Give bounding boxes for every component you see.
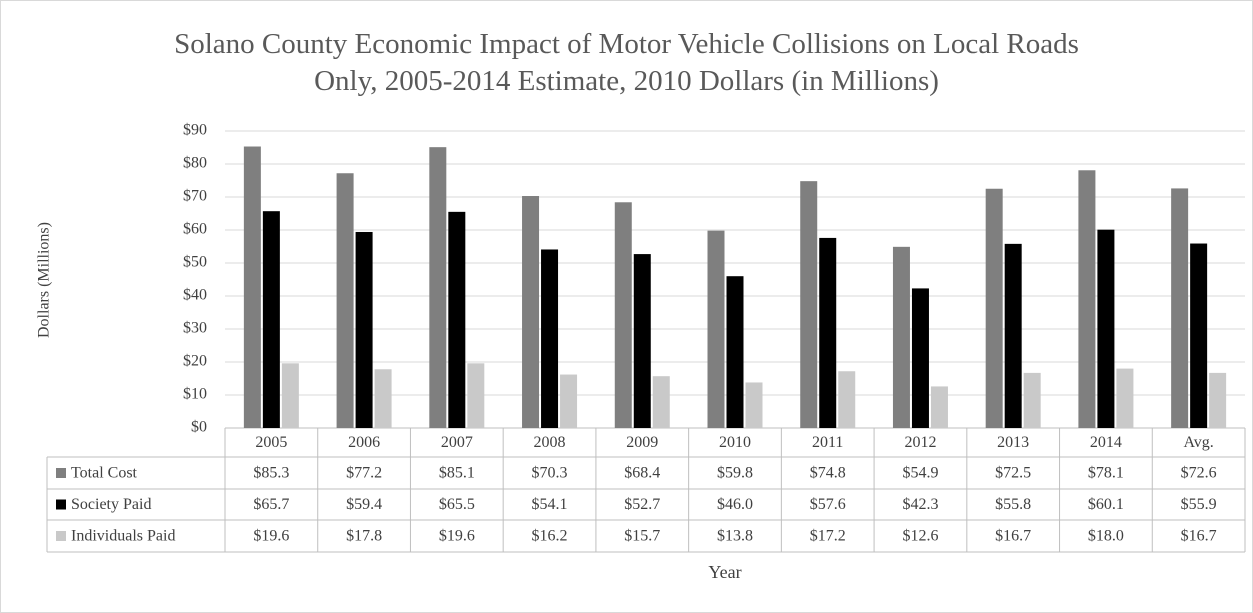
x-tick-label: 2012 <box>904 434 936 451</box>
table-value: $42.3 <box>902 496 938 513</box>
y-tick-label: $10 <box>183 386 207 403</box>
bar <box>1097 229 1115 428</box>
table-value: $12.6 <box>902 528 938 545</box>
chart-title: Solano County Economic Impact of Motor V… <box>174 28 1079 97</box>
bar <box>243 146 261 428</box>
y-tick-label: $40 <box>183 287 207 304</box>
bar <box>707 230 725 428</box>
x-tick-label: 2011 <box>812 434 843 451</box>
table-value: $77.2 <box>346 465 382 482</box>
bar <box>1190 243 1208 428</box>
table-value: $74.8 <box>810 465 846 482</box>
bar <box>985 188 1003 428</box>
x-tick-label: 2006 <box>348 434 380 451</box>
table-value: $17.8 <box>346 528 382 545</box>
table-value: $16.2 <box>532 528 568 545</box>
table-value: $16.7 <box>1181 528 1217 545</box>
table-value: $46.0 <box>717 496 753 513</box>
y-axis-label: Dollars (Millions) <box>36 222 53 338</box>
table-value: $13.8 <box>717 528 753 545</box>
table-value: $72.5 <box>995 465 1031 482</box>
table-value: $85.3 <box>253 465 289 482</box>
bar <box>614 202 632 428</box>
y-tick-label: $0 <box>191 419 207 436</box>
table-value: $65.5 <box>439 496 475 513</box>
table-value: $17.2 <box>810 528 846 545</box>
x-tick-label: 2010 <box>719 434 751 451</box>
table-value: $68.4 <box>624 465 660 482</box>
x-axis-label: Year <box>708 562 741 582</box>
table-value: $59.4 <box>346 496 382 513</box>
table-value: $59.8 <box>717 465 753 482</box>
table-value: $65.7 <box>253 496 289 513</box>
x-tick-label: 2014 <box>1090 434 1122 451</box>
table-value: $55.8 <box>995 496 1031 513</box>
bar <box>892 246 910 428</box>
table-value: $55.9 <box>1181 496 1217 513</box>
table-value: $15.7 <box>624 528 660 545</box>
bar <box>819 237 837 428</box>
y-tick-label: $80 <box>183 155 207 172</box>
bar <box>262 211 280 428</box>
bar <box>374 369 392 428</box>
bar <box>429 147 447 429</box>
bar <box>1116 368 1134 428</box>
bar <box>652 376 670 428</box>
y-tick-label: $50 <box>183 254 207 271</box>
x-tick-label: 2013 <box>997 434 1029 451</box>
table-value: $54.9 <box>902 465 938 482</box>
legend-label: Total Cost <box>71 465 138 482</box>
bar <box>281 363 299 428</box>
table-value: $78.1 <box>1088 465 1124 482</box>
legend-swatch <box>56 468 66 478</box>
table-value: $60.1 <box>1088 496 1124 513</box>
bar <box>633 254 651 428</box>
y-tick-label: $20 <box>183 353 207 370</box>
y-tick-label: $70 <box>183 188 207 205</box>
legend-label: Society Paid <box>71 496 151 513</box>
legend-label: Individuals Paid <box>71 528 175 545</box>
bar <box>467 363 485 428</box>
bar <box>911 288 929 428</box>
bar <box>355 231 373 428</box>
table-value: $54.1 <box>532 496 568 513</box>
bar <box>448 211 466 428</box>
table-value: $16.7 <box>995 528 1031 545</box>
bar <box>745 382 763 428</box>
bar <box>726 276 744 428</box>
x-tick-label: 2005 <box>255 434 287 451</box>
bar <box>1209 372 1227 428</box>
bar <box>1171 188 1189 428</box>
y-tick-label: $30 <box>183 320 207 337</box>
table-value: $70.3 <box>532 465 568 482</box>
table-value: $57.6 <box>810 496 846 513</box>
y-tick-label: $90 <box>183 122 207 139</box>
x-tick-label: Avg. <box>1183 434 1213 451</box>
legend-swatch <box>56 531 66 541</box>
y-tick-label: $60 <box>183 221 207 238</box>
bar <box>522 196 540 428</box>
bar <box>800 181 818 428</box>
x-tick-label: 2008 <box>534 434 566 451</box>
x-tick-label: 2007 <box>441 434 473 451</box>
x-tick-label: 2009 <box>626 434 658 451</box>
bar <box>1023 372 1041 428</box>
table-value: $18.0 <box>1088 528 1124 545</box>
table-value: $19.6 <box>439 528 475 545</box>
bar <box>541 249 559 428</box>
bar <box>1004 243 1022 428</box>
table-value: $52.7 <box>624 496 660 513</box>
bar <box>560 374 578 428</box>
table-value: $72.6 <box>1181 465 1217 482</box>
bar <box>1078 170 1096 428</box>
bar <box>838 371 856 428</box>
bar <box>336 173 354 428</box>
table-value: $85.1 <box>439 465 475 482</box>
legend-swatch <box>56 499 66 510</box>
table-value: $19.6 <box>253 528 289 545</box>
bar <box>930 386 948 428</box>
